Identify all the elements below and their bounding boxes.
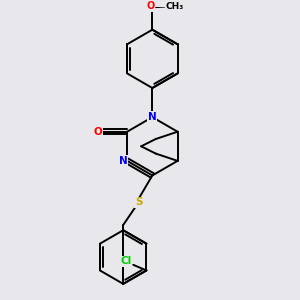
Text: N: N	[119, 156, 128, 166]
Text: Cl: Cl	[120, 256, 131, 266]
Text: O: O	[146, 1, 154, 11]
Text: O: O	[93, 127, 102, 137]
Text: N: N	[148, 112, 156, 122]
Text: S: S	[135, 197, 142, 207]
Text: CH₃: CH₃	[166, 2, 184, 11]
